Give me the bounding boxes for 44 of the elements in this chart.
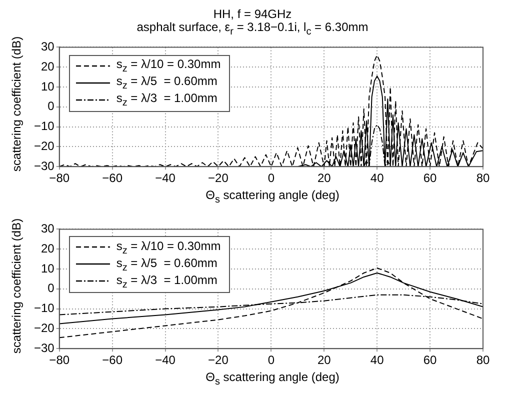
- legend-label: s$_{z}$ = λ/5 = 0.60mm: [116, 74, 218, 92]
- x-tick-label: 40: [370, 352, 384, 367]
- y-tick-label: −30: [34, 340, 55, 355]
- y-axis-title: scattering coefficient (dB): [10, 218, 24, 354]
- x-tick-label: −60: [102, 172, 123, 186]
- y-tick-label: 20: [40, 60, 55, 74]
- legend-label: s$_{z}$ = λ/10 = 0.30mm: [116, 57, 221, 75]
- x-tick-label: 20: [317, 352, 332, 367]
- legend-label: s$_{z}$ = λ/3 = 1.00mm: [116, 272, 218, 290]
- x-tick-label: −20: [208, 352, 229, 367]
- y-tick-label: 0: [48, 100, 55, 114]
- x-tick-label: −40: [155, 352, 176, 367]
- y-tick-label: −10: [34, 120, 55, 134]
- legend-label: s$_{z}$ = λ/5 = 0.60mm: [116, 256, 218, 274]
- x-tick-label: 60: [423, 352, 438, 367]
- y-tick-label: 10: [40, 261, 55, 276]
- x-tick-label: −20: [208, 172, 229, 186]
- x-axis-title: Θ$_{s}$ scattering angle (deg): [204, 188, 340, 208]
- y-tick-label: −20: [34, 320, 55, 335]
- x-tick-label: 80: [476, 352, 490, 367]
- y-tick-label: 30: [40, 221, 55, 236]
- y-tick-label: −30: [34, 159, 55, 174]
- x-tick-label: 0: [268, 172, 275, 186]
- y-tick-label: 0: [48, 280, 55, 295]
- x-tick-label: 40: [370, 172, 384, 186]
- y-tick-label: −10: [34, 300, 55, 315]
- x-tick-label: 80: [476, 172, 490, 186]
- legend-label: s$_{z}$ = λ/3 = 1.00mm: [116, 91, 218, 109]
- x-tick-label: 60: [423, 172, 438, 186]
- x-tick-label: −80: [49, 352, 70, 367]
- chart-title: HH, f = 94GHz: [212, 7, 293, 21]
- x-tick-label: 20: [317, 172, 332, 186]
- legend-label: s$_{z}$ = λ/10 = 0.30mm: [116, 238, 221, 256]
- y-tick-label: 20: [40, 241, 55, 256]
- chart-subtitle: asphalt surface, ε$_{r}$ = 3.18−0.1i, l$_{c}$ = 6.30mm: [136, 20, 370, 38]
- x-tick-label: −60: [102, 352, 123, 367]
- x-axis-title: Θ$_{s}$ scattering angle (deg): [204, 370, 340, 390]
- x-tick-label: −40: [155, 172, 176, 186]
- y-tick-label: −20: [34, 139, 55, 154]
- x-tick-label: 0: [268, 352, 275, 367]
- y-tick-label: 30: [40, 40, 55, 54]
- y-tick-label: 10: [40, 80, 55, 94]
- y-axis-title: scattering coefficient (dB): [10, 36, 24, 172]
- x-tick-label: −80: [49, 172, 70, 186]
